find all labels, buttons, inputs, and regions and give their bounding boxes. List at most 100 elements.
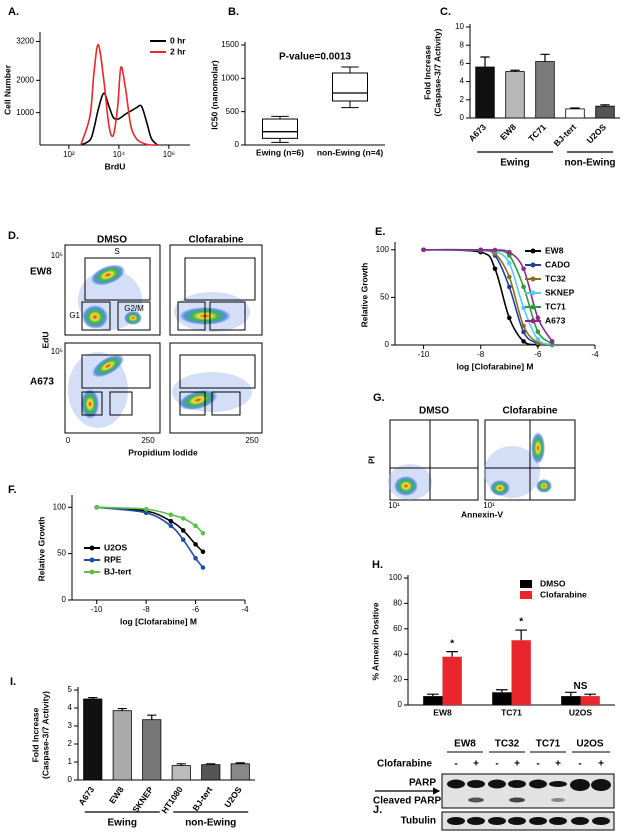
data-point [421, 247, 426, 253]
gate [117, 301, 151, 331]
error-bar [565, 691, 577, 697]
data-point [180, 516, 186, 521]
gate [209, 301, 246, 331]
band-label: PARP [409, 778, 436, 789]
bar [535, 61, 555, 119]
panel-label: I. [10, 676, 16, 688]
data-point [193, 523, 198, 529]
y-tick-label: 0 [460, 113, 465, 122]
x-tick-label: 10¹ [483, 501, 495, 510]
band [529, 779, 547, 789]
box [262, 118, 298, 139]
legend-label: TC71 [545, 301, 566, 311]
legend-label: CADO [545, 259, 570, 269]
y-tick-label: 50 [380, 292, 389, 301]
band [508, 780, 526, 788]
data-point [521, 329, 526, 335]
bar [142, 719, 162, 781]
band [447, 779, 465, 789]
x-tick-label: HT1080 [159, 784, 185, 815]
band [508, 817, 526, 825]
data-point [521, 305, 526, 311]
gate-label: S [114, 247, 119, 256]
legend-label: TC32 [545, 273, 566, 283]
x-tick-label: Ewing (n=6) [256, 147, 304, 157]
data-point [506, 260, 512, 266]
legend-label: A673 [545, 315, 566, 325]
x-tick-label: EW8 [107, 784, 126, 805]
legend-marker [89, 557, 95, 563]
y-tick-label: 1000 [221, 73, 239, 82]
data-point [492, 247, 498, 253]
blot-membrane [441, 811, 615, 831]
series-line [80, 43, 158, 146]
data-point [143, 510, 149, 516]
density [536, 479, 552, 493]
band [447, 817, 465, 825]
gate [109, 391, 133, 416]
bar [83, 698, 103, 781]
legend-marker [89, 545, 95, 551]
panel-label: J. [373, 804, 382, 816]
data-point [193, 555, 198, 561]
y-axis-label: Fold Increase [422, 45, 432, 100]
error-bar [540, 53, 550, 62]
y-tick-label: 60 [393, 624, 402, 633]
y-tick-label: 20 [393, 675, 402, 684]
lane-label: - [536, 759, 539, 770]
density [178, 389, 218, 411]
band [571, 817, 589, 825]
y-tick-label: 100 [53, 502, 67, 511]
band-label: Cleaved PARP [373, 796, 442, 807]
bar [475, 66, 495, 119]
gate [177, 301, 206, 331]
y-tick-label: 3200 [16, 37, 34, 46]
y-axis-label: Cell Number [2, 64, 12, 115]
error-bar [515, 629, 527, 641]
legend-label: SKNEP [545, 287, 575, 297]
row-header: EW8 [30, 267, 52, 278]
error-bar [496, 689, 508, 693]
x-tick-label: -4 [591, 350, 599, 359]
legend-swatch [520, 591, 532, 599]
y-tick-label: 1500 [221, 40, 239, 49]
density [124, 311, 142, 325]
x-tick-label: BJ-tert [190, 785, 214, 813]
y-tick-label: 0 [398, 700, 403, 709]
gate [84, 257, 151, 301]
y-tick-label: 10⁵ [51, 251, 63, 260]
y-axis-label: Relative Growth [36, 517, 46, 582]
data-point [506, 249, 512, 255]
x-tick-label: BJ-tert [552, 122, 579, 149]
band [529, 817, 547, 825]
band [509, 797, 525, 803]
error-bar [427, 693, 439, 697]
annotation: NS [574, 681, 588, 692]
panel-label: C. [440, 6, 451, 18]
y-tick-label: 0 [385, 340, 390, 349]
group-label: non-Ewing [564, 158, 615, 169]
series-line [80, 92, 159, 146]
data-point [478, 247, 484, 253]
band [467, 817, 485, 825]
y-tick-label: 100 [389, 573, 403, 582]
data-point [506, 284, 512, 290]
legend-label: RPE [104, 554, 122, 564]
legend-label: DMSO [540, 578, 566, 588]
data-point [200, 565, 206, 570]
group-label: Ewing [500, 158, 529, 169]
y-tick-label: 5 [68, 685, 73, 694]
band [549, 817, 567, 825]
legend-label: 2 hr [170, 46, 186, 56]
band [592, 817, 610, 825]
data-point [193, 542, 198, 547]
legend-swatch [520, 580, 532, 588]
x-tick-label: U2OS [585, 122, 609, 146]
x-tick-label: 10¹ [388, 501, 400, 510]
x-tick-label: -6 [192, 605, 200, 614]
legend-marker [530, 276, 536, 282]
error-bar [584, 693, 596, 697]
blot-panel-j: J. EW8 TC32 TC71 U2OS Clofarabine - + - … [373, 739, 615, 831]
x-tick-label: 250 [245, 436, 259, 445]
